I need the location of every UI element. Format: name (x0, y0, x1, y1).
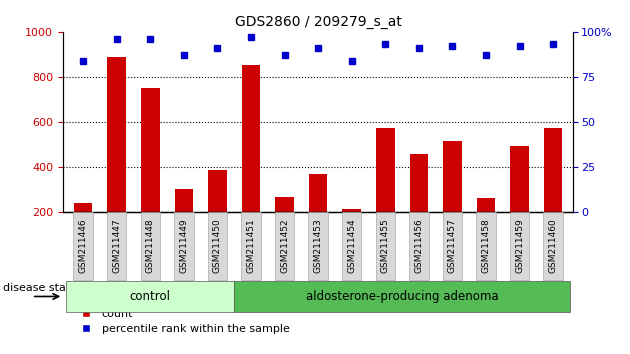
Bar (544, 128, 563, 212)
Bar (343, 209, 361, 212)
Bar (108, 57, 126, 212)
Bar (242, 64, 260, 212)
Text: control: control (130, 290, 171, 303)
Text: GSM211456: GSM211456 (415, 219, 423, 273)
Bar (376, 128, 394, 212)
Bar (309, 174, 328, 212)
Bar (74, 203, 93, 212)
Bar (477, 198, 495, 212)
Bar (410, 154, 428, 212)
Text: GSM211458: GSM211458 (481, 219, 491, 273)
Bar (208, 170, 227, 212)
Text: GSM211448: GSM211448 (146, 219, 155, 273)
Bar (175, 189, 193, 212)
Text: GSM211446: GSM211446 (79, 219, 88, 273)
Bar (275, 196, 294, 212)
Text: GSM211447: GSM211447 (112, 219, 121, 273)
Bar (141, 88, 159, 212)
Text: GSM211460: GSM211460 (549, 219, 558, 273)
Text: GSM211449: GSM211449 (180, 219, 188, 273)
Text: GSM211457: GSM211457 (448, 219, 457, 273)
Bar (510, 146, 529, 212)
Text: disease state: disease state (3, 282, 77, 293)
Legend: count, percentile rank within the sample: count, percentile rank within the sample (75, 309, 289, 334)
Text: aldosterone-producing adenoma: aldosterone-producing adenoma (306, 290, 498, 303)
Text: GSM211452: GSM211452 (280, 219, 289, 273)
Text: GSM211451: GSM211451 (246, 219, 256, 273)
Text: GSM211459: GSM211459 (515, 219, 524, 273)
Text: GSM211453: GSM211453 (314, 219, 323, 273)
Text: GSM211455: GSM211455 (381, 219, 390, 273)
Bar (444, 141, 462, 212)
Title: GDS2860 / 209279_s_at: GDS2860 / 209279_s_at (235, 16, 401, 29)
Text: GSM211454: GSM211454 (347, 219, 356, 273)
Text: GSM211450: GSM211450 (213, 219, 222, 273)
